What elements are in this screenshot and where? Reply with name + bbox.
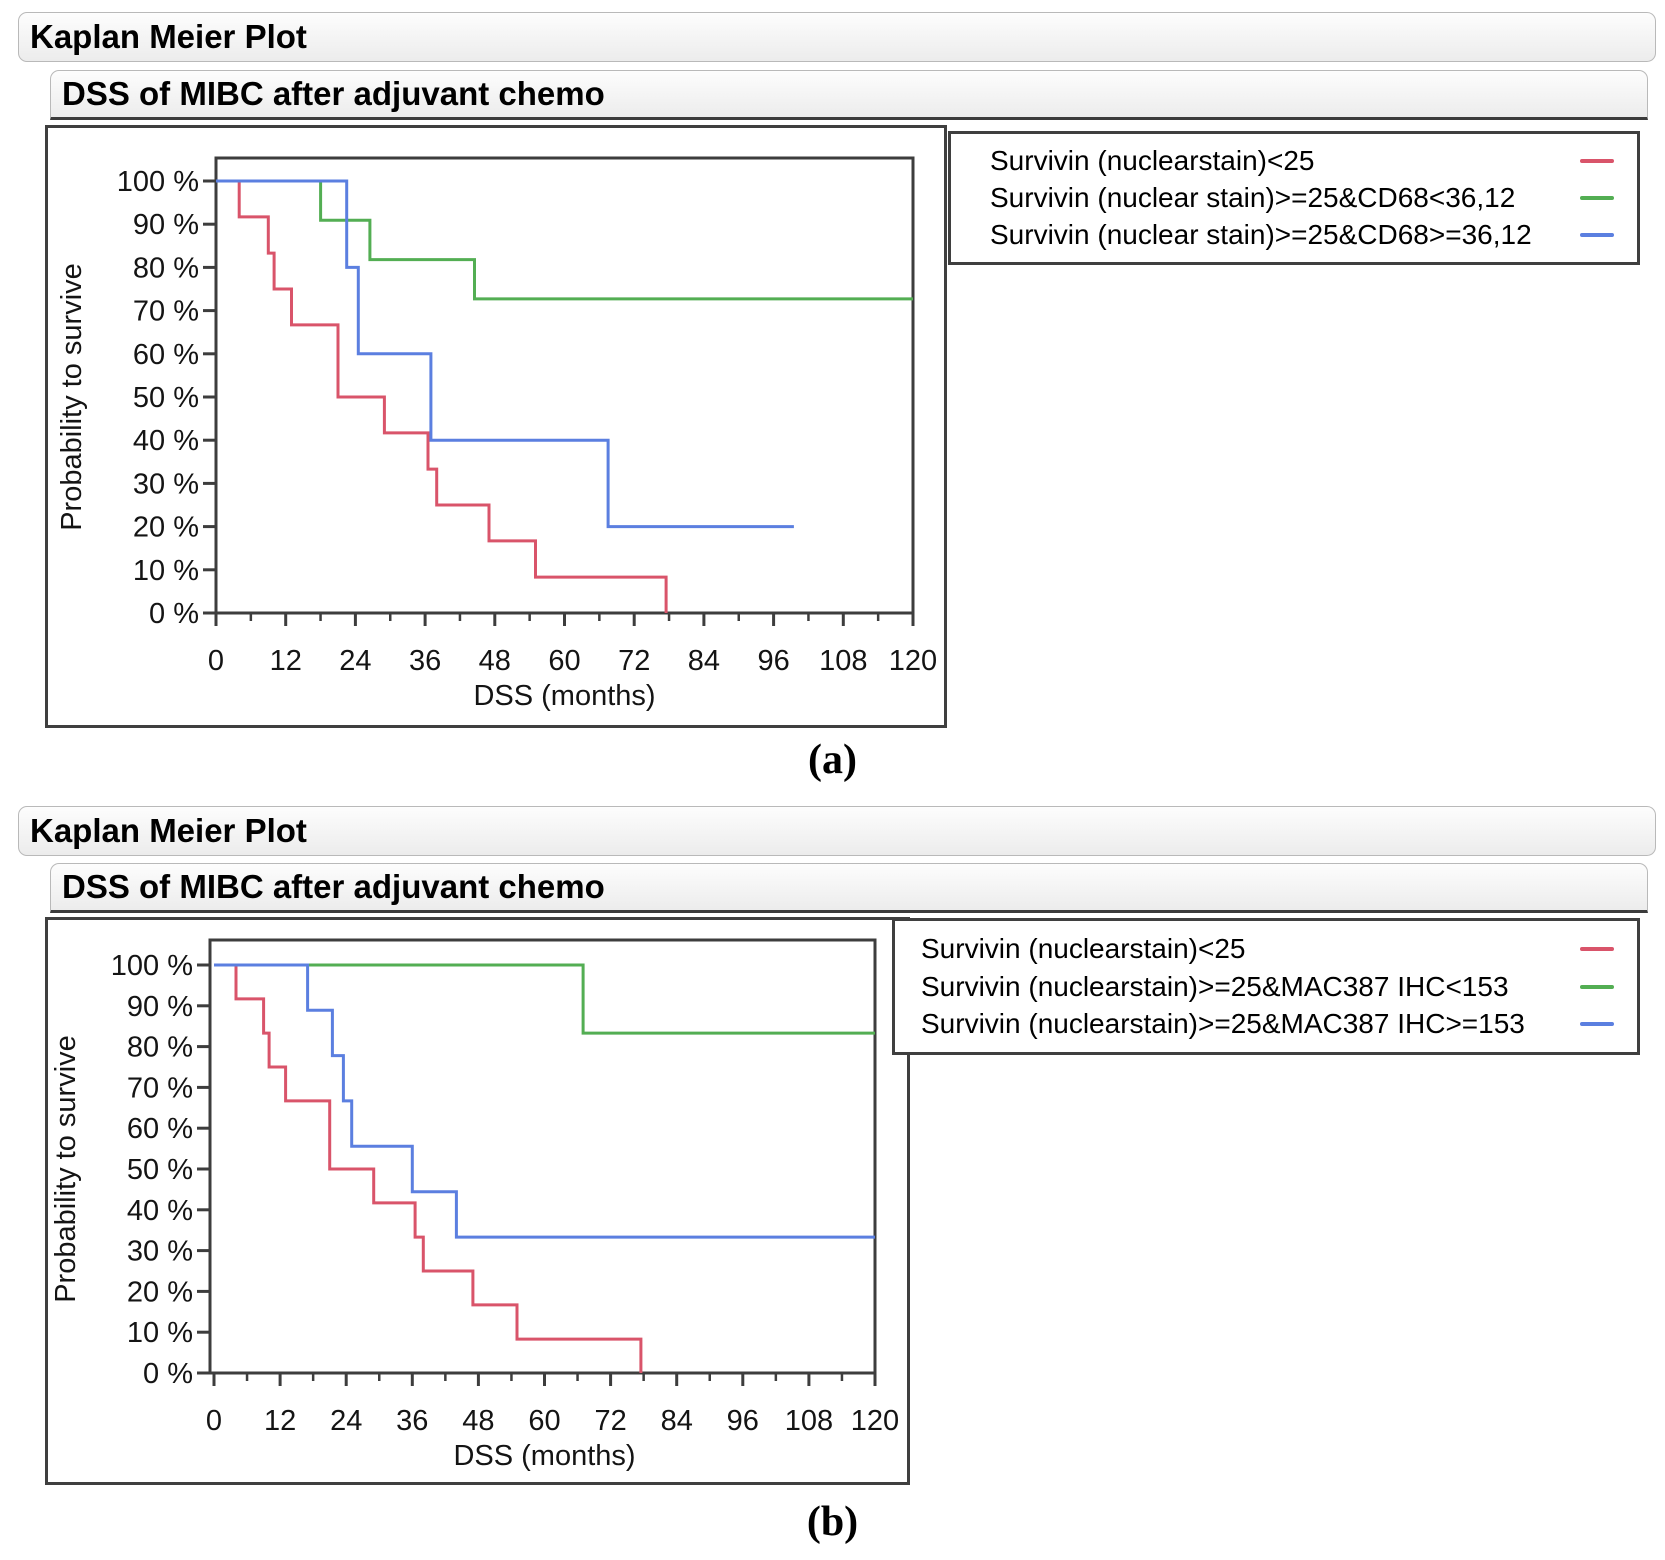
x-tick-label: 36 [396, 1405, 428, 1437]
panel-a-outline-header: Kaplan Meier Plot [18, 12, 1656, 62]
y-tick-label: 0 % [149, 598, 199, 630]
legend-item-2: Survivin (nuclearstain)>=25&MAC387 IHC>=… [921, 1008, 1614, 1040]
km-curve-series-0 [214, 963, 643, 1373]
x-tick-label: 72 [618, 645, 650, 677]
y-tick-label: 70 % [133, 296, 199, 328]
y-axis-title: Probability to survive [56, 263, 88, 531]
y-tick-label: 60 % [127, 1113, 193, 1145]
y-tick-label: 10 % [127, 1317, 193, 1349]
y-tick-label: 60 % [133, 339, 199, 371]
panel-b-plot-header: DSS of MIBC after adjuvant chemo [50, 863, 1648, 913]
x-tick-label: 84 [688, 645, 720, 677]
legend-item-0: Survivin (nuclearstain)<25 [990, 145, 1614, 177]
x-tick-label: 60 [528, 1405, 560, 1437]
km-chart-a: 0 12 24 36 48 60 72 84 96 108 120 0 % 10 % 20 % 30 % 40… [56, 156, 937, 712]
x-tick-label: 12 [270, 645, 302, 677]
legend-item-0: Survivin (nuclearstain)<25 [921, 933, 1614, 965]
panel-b-outline-title: Kaplan Meier Plot [30, 812, 307, 849]
x-tick-label: 108 [785, 1405, 833, 1437]
panel-a-plot-area: 0 12 24 36 48 60 72 84 96 108 120 0 % 10 % 20 % 30 % 40… [45, 125, 947, 728]
plot-frame [208, 938, 877, 1375]
legend-label: Survivin (nuclear stain)>=25&CD68<36,12 [990, 182, 1516, 213]
legend-item-1: Survivin (nuclearstain)>=25&MAC387 IHC<1… [921, 971, 1614, 1003]
y-tick-label: 80 % [133, 252, 199, 284]
km-curve-series-2 [214, 963, 875, 1239]
x-tick-label: 120 [851, 1405, 899, 1437]
panel-b-caption: (b) [806, 1499, 859, 1545]
y-tick-label: 10 % [133, 555, 199, 587]
y-tick-label: 50 % [133, 382, 199, 414]
x-tick-label: 84 [661, 1405, 693, 1437]
x-tick-label: 12 [264, 1405, 296, 1437]
x-tick-label: 96 [757, 645, 789, 677]
panel-b-outline-header: Kaplan Meier Plot [18, 806, 1656, 856]
legend-color-dash [1580, 159, 1614, 163]
legend-color-dash [1580, 984, 1614, 989]
x-tick-label: 24 [330, 1405, 362, 1437]
y-axis-title: Probability to survive [50, 1035, 82, 1303]
x-tick-label: 48 [462, 1405, 494, 1437]
y-tick-label: 40 % [127, 1195, 193, 1227]
x-tick-label: 36 [409, 645, 441, 677]
x-tick-label: 0 [206, 1405, 222, 1437]
panel-b-plot-title: DSS of MIBC after adjuvant chemo [62, 868, 605, 905]
y-tick-label: 20 % [127, 1276, 193, 1308]
x-axis-title: DSS (months) [473, 680, 655, 712]
panel-a-plot-header: DSS of MIBC after adjuvant chemo [50, 70, 1648, 120]
x-tick-label: 96 [727, 1405, 759, 1437]
y-tick-label: 70 % [127, 1072, 193, 1104]
plot-frame [214, 156, 915, 615]
x-tick-label: 60 [548, 645, 580, 677]
y-tick-label: 80 % [127, 1032, 193, 1064]
panel-a-caption: (a) [808, 737, 857, 783]
legend-color-dash [1580, 196, 1614, 200]
panel-a-outline-title: Kaplan Meier Plot [30, 18, 307, 55]
legend-label: Survivin (nuclearstain)<25 [921, 932, 1246, 964]
y-tick-label: 100 % [111, 950, 193, 982]
y-tick-label: 90 % [133, 209, 199, 241]
y-tick-label: 100 % [117, 166, 199, 198]
km-curve-series-0 [216, 179, 668, 613]
x-tick-label: 120 [889, 645, 937, 677]
legend-item-2: Survivin (nuclear stain)>=25&CD68>=36,12 [990, 219, 1614, 251]
x-tick-label: 0 [208, 645, 224, 677]
legend-label: Survivin (nuclearstain)<25 [990, 145, 1315, 176]
x-tick-label: 108 [819, 645, 867, 677]
y-tick-label: 50 % [127, 1154, 193, 1186]
legend-label: Survivin (nuclearstain)>=25&MAC387 IHC>=… [921, 1008, 1525, 1040]
legend-item-1: Survivin (nuclear stain)>=25&CD68<36,12 [990, 182, 1614, 214]
km-chart-b: 0 12 24 36 48 60 72 84 96 108 120 0 % 10 % 20 % 30 % 40… [50, 938, 899, 1472]
y-tick-label: 20 % [133, 512, 199, 544]
legend-color-dash [1580, 233, 1614, 237]
panel-a-legend: Survivin (nuclearstain)<25 Survivin (nucl… [948, 131, 1640, 265]
y-tick-label: 30 % [133, 468, 199, 500]
panel-b-legend: Survivin (nuclearstain)<25 Survivin (nucl… [892, 918, 1640, 1055]
y-tick-label: 40 % [133, 425, 199, 457]
legend-color-dash [1580, 1022, 1614, 1027]
legend-color-dash [1580, 946, 1614, 951]
panel-a-plot-title: DSS of MIBC after adjuvant chemo [62, 75, 605, 112]
y-tick-label: 90 % [127, 991, 193, 1023]
km-curve-series-1 [216, 179, 913, 301]
legend-label: Survivin (nuclearstain)>=25&MAC387 IHC<1… [921, 970, 1509, 1002]
legend-label: Survivin (nuclear stain)>=25&CD68>=36,12 [990, 219, 1532, 250]
panel-b-plot-area: 0 12 24 36 48 60 72 84 96 108 120 0 % 10 % 20 % 30 % 40… [45, 917, 910, 1485]
y-tick-label: 30 % [127, 1236, 193, 1268]
x-axis-title: DSS (months) [453, 1440, 635, 1472]
y-tick-label: 0 % [143, 1358, 193, 1390]
x-tick-label: 24 [339, 645, 371, 677]
km-curve-series-1 [214, 963, 875, 1035]
x-tick-label: 72 [594, 1405, 626, 1437]
km-curve-series-2 [216, 179, 794, 529]
x-tick-label: 48 [479, 645, 511, 677]
